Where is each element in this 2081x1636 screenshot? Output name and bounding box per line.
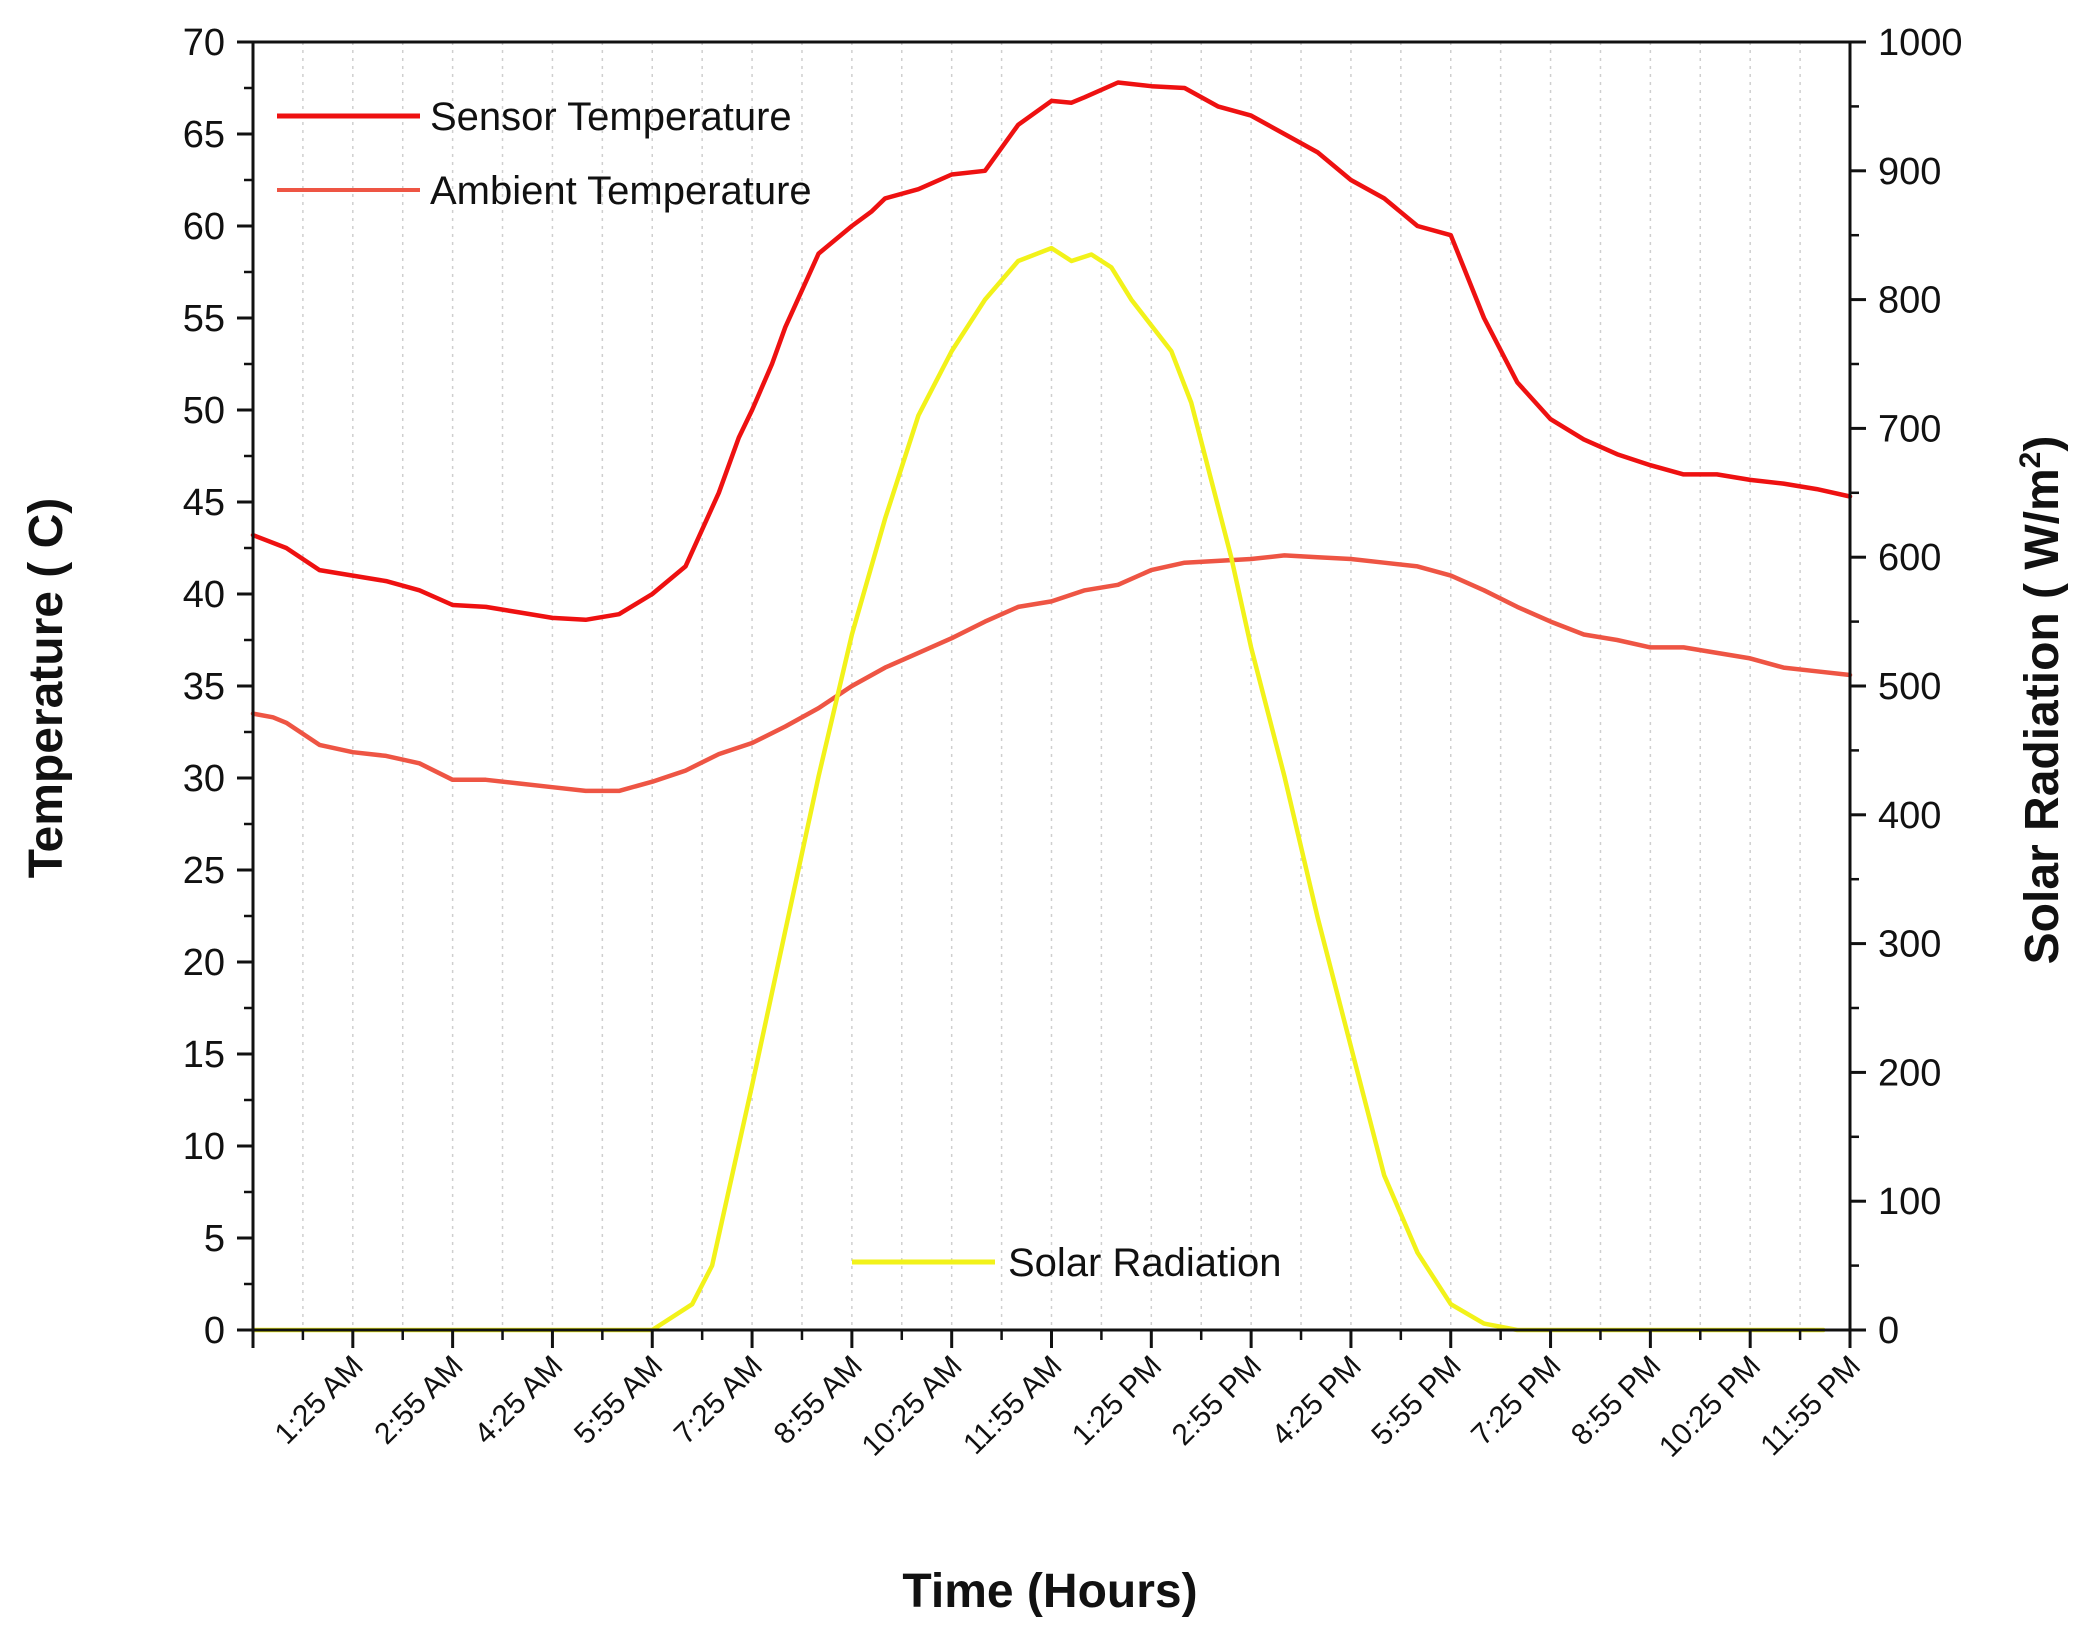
- y-tick-label-left: 35: [183, 666, 225, 708]
- y-tick-label-left: 55: [183, 298, 225, 340]
- legend-label-sensor-temperature: Sensor Temperature: [430, 95, 792, 139]
- legend-solar-radiation: Solar Radiation: [852, 1241, 1282, 1285]
- y-tick-label-right: 500: [1878, 666, 1941, 708]
- x-tick-label: 11:55 PM: [1754, 1350, 1867, 1463]
- x-tick-label: 11:55 AM: [957, 1350, 1068, 1461]
- y-axis-title-right-close: ): [2016, 436, 2069, 452]
- series-line-ambient-temperature: [250, 553, 1853, 794]
- y-tick-label-right: 0: [1878, 1310, 1899, 1352]
- grid-lines: [302, 42, 1801, 1330]
- x-tick-label: 8:55 PM: [1565, 1350, 1667, 1452]
- x-tick-label: 2:55 AM: [368, 1350, 469, 1451]
- x-axis-title: Time (Hours): [902, 1565, 1197, 1618]
- y-tick-label-right: 800: [1878, 280, 1941, 322]
- x-axis: 1:25 AM2:55 AM4:25 AM5:55 AM7:25 AM8:55 …: [251, 1330, 1867, 1464]
- y-tick-label-left: 5: [204, 1218, 225, 1260]
- y-axis-title-right-superscript: 2: [2014, 452, 2047, 469]
- legend-label-ambient-temperature: Ambient Temperature: [430, 169, 812, 213]
- x-tick-label: 5:55 AM: [568, 1350, 669, 1451]
- y-tick-label-left: 45: [183, 482, 225, 524]
- y-tick-label-left: 60: [183, 206, 225, 248]
- y-tick-label-left: 30: [183, 758, 225, 800]
- y-tick-label-left: 10: [183, 1126, 225, 1168]
- legend-ambient-temperature: Ambient Temperature: [277, 169, 812, 213]
- y-tick-label-left: 70: [183, 22, 225, 64]
- y-tick-label-right: 400: [1878, 795, 1941, 837]
- y-tick-label-left: 0: [204, 1310, 225, 1352]
- y-tick-label-right: 700: [1878, 408, 1941, 450]
- y-tick-label-right: 900: [1878, 151, 1941, 193]
- y-axis-title-left: Temperature ( C): [20, 498, 73, 879]
- x-tick-label: 7:25 PM: [1465, 1350, 1567, 1452]
- x-tick-label: 10:25 PM: [1653, 1350, 1767, 1464]
- y-tick-label-left: 65: [183, 114, 225, 156]
- y-axis-title-right-main: Solar Radiation ( W/m: [2016, 468, 2069, 964]
- y-tick-label-right: 300: [1878, 924, 1941, 966]
- y-tick-label-right: 600: [1878, 537, 1941, 579]
- series-line-sensor-temperature: [250, 80, 1853, 623]
- y-tick-label-left: 40: [183, 574, 225, 616]
- series-line-solar-radiation: [250, 245, 1826, 1333]
- y-tick-label-left: 20: [183, 942, 225, 984]
- x-tick-label: 7:25 AM: [668, 1350, 769, 1451]
- y-tick-label-right: 200: [1878, 1052, 1941, 1094]
- x-tick-label: 10:25 AM: [856, 1350, 969, 1463]
- x-tick-label: 2:55 PM: [1166, 1350, 1268, 1452]
- y-tick-label-right: 100: [1878, 1181, 1941, 1223]
- right-axis: 0 100 200 300 400 500 600 700 800 900 1000: [1850, 22, 1963, 1352]
- y-tick-label-left: 50: [183, 390, 225, 432]
- x-tick-label: 4:25 PM: [1266, 1350, 1368, 1452]
- left-axis: 0 5 10 15 20 25 30 35 40 45 50 55 60 65 70: [183, 22, 253, 1352]
- y-tick-label-right: 1000: [1878, 22, 1963, 64]
- x-tick-label: 8:55 AM: [768, 1350, 869, 1451]
- y-tick-label-left: 15: [183, 1034, 225, 1076]
- x-tick-label: 1:25 AM: [269, 1350, 370, 1451]
- legend-label-solar-radiation: Solar Radiation: [1008, 1241, 1282, 1285]
- y-tick-label-left: 25: [183, 850, 225, 892]
- y-axis-title-right: Solar Radiation ( W/m2): [2014, 436, 2069, 965]
- legend-sensor-temperature: Sensor Temperature: [277, 95, 792, 139]
- x-tick-label: 1:25 PM: [1066, 1350, 1168, 1452]
- x-tick-label: 4:25 AM: [468, 1350, 569, 1451]
- x-tick-label: 5:55 PM: [1365, 1350, 1467, 1452]
